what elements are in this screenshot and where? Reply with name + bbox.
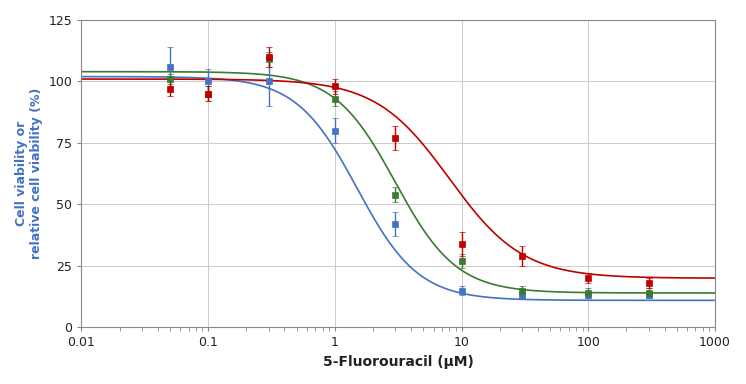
- X-axis label: 5-Fluorouracil (μM): 5-Fluorouracil (μM): [323, 355, 474, 369]
- Y-axis label: Cell viability or
relative cell viability (%): Cell viability or relative cell viabilit…: [15, 88, 43, 260]
